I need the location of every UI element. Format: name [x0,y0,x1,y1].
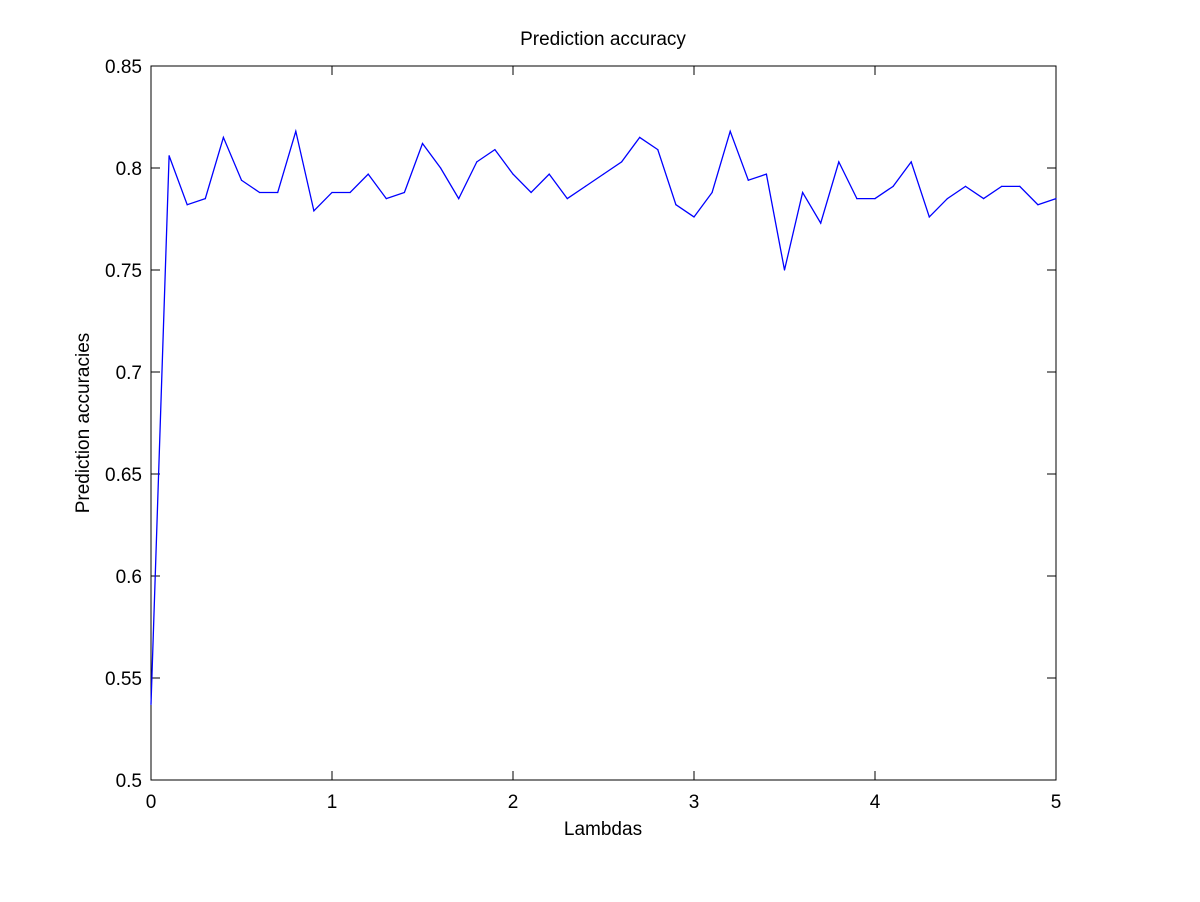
data-point [259,191,261,194]
data-point [204,198,206,200]
data-point [729,130,731,132]
data-point [385,198,387,200]
data-point [421,142,424,145]
data-point [856,198,858,200]
y-tick-label: 0.75 [105,261,142,282]
data-point [1019,185,1021,187]
data-point [693,216,695,218]
data-point [964,185,967,187]
data-point [802,191,804,194]
y-tick-label: 0.65 [105,465,142,486]
x-tick-label: 0 [146,792,157,813]
data-point [584,185,587,187]
y-tick-labels: 0.5 0.55 0.6 0.65 0.7 0.75 0.8 0.85 [105,57,142,792]
data-point [349,191,351,194]
x-tick-label: 4 [870,792,881,813]
x-axis-label: Lambdas [564,819,642,840]
x-tick-labels: 0 1 2 3 4 5 [146,792,1062,813]
data-point [566,198,568,200]
y-tick-label: 0.5 [116,771,142,792]
y-tick-label: 0.6 [116,567,142,588]
data-point [222,136,224,138]
data-point [874,198,876,200]
y-axis-label: Prediction accuracies [73,333,94,514]
x-tick-label: 5 [1051,792,1062,813]
data-point [331,191,333,194]
data-point [1001,185,1003,187]
data-point [639,136,641,138]
plot-area [150,65,1057,781]
x-tick-label: 1 [327,792,338,813]
y-tick-label: 0.85 [105,57,142,78]
data-point [765,173,768,175]
data-point [277,191,279,194]
data-point [150,703,152,706]
y-tick-label: 0.55 [105,669,142,690]
data-point [783,269,786,271]
data-point [295,130,297,132]
data-point [403,191,405,194]
data-point [240,179,243,181]
data-point [602,173,605,175]
data-point [494,149,496,151]
data-points [150,130,1057,706]
data-point [548,173,550,175]
data-point [313,210,315,212]
chart-title: Prediction accuracy [520,29,686,50]
axis-ticks [150,65,1057,781]
data-point [820,222,822,224]
data-point [621,161,623,163]
series-line [150,128,1057,705]
data-point [910,161,912,163]
y-tick-label: 0.8 [116,159,142,180]
data-point [675,204,677,206]
data-point [983,198,985,200]
x-tick-label: 3 [689,792,700,813]
data-point [440,167,442,169]
x-tick-label: 2 [508,792,519,813]
data-point [928,216,930,218]
y-tick-label: 0.7 [116,363,142,384]
data-point [1037,204,1039,206]
data-point [458,198,460,200]
data-point [476,161,478,163]
data-point [711,191,713,194]
data-point [657,149,659,151]
data-point [530,191,532,194]
data-point [747,179,749,181]
data-point [838,161,840,163]
data-point [168,155,170,157]
data-point [1055,198,1057,200]
data-point [892,185,894,187]
data-point [367,173,369,175]
data-point [186,204,188,206]
data-point [946,198,949,200]
data-point [512,173,514,175]
